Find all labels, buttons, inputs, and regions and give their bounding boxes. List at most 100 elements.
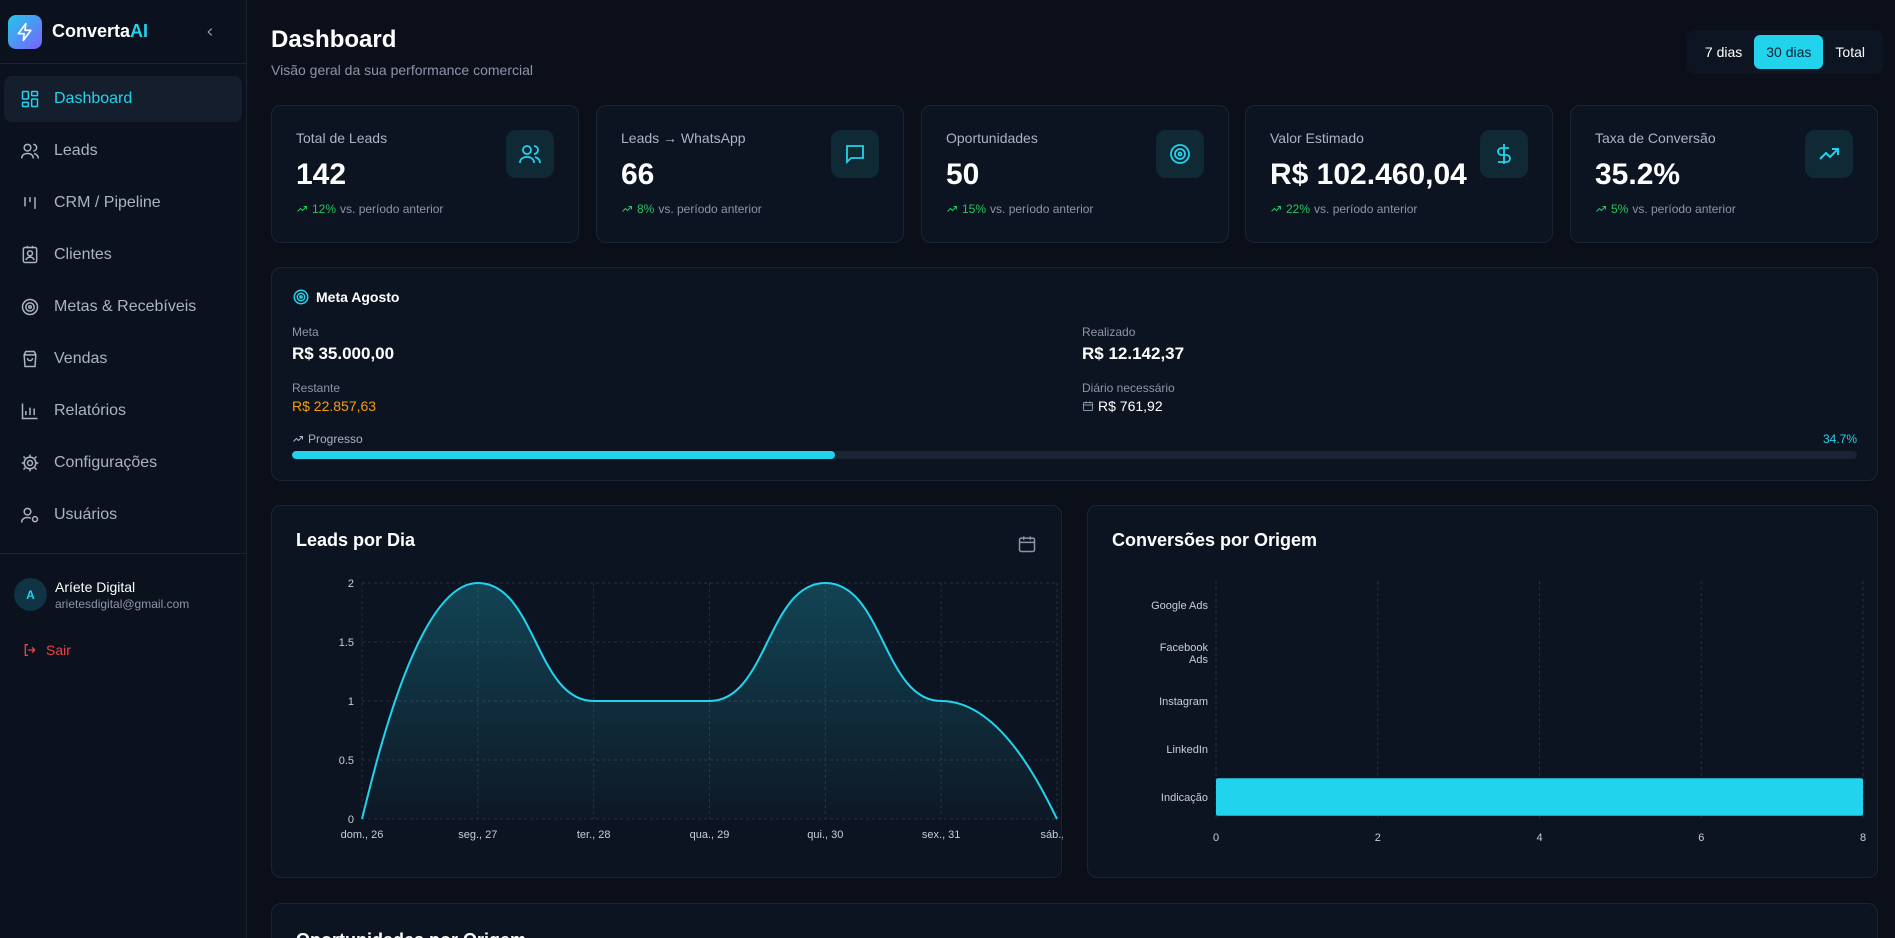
- kpi-value: 66: [621, 158, 655, 191]
- progress-bar: [292, 451, 1857, 459]
- meta-label: Meta: [292, 325, 319, 339]
- progress-label: Progresso: [292, 432, 363, 446]
- y-tick-label: 0.5: [339, 755, 354, 767]
- sidebar-item-crm-pipeline[interactable]: CRM / Pipeline: [4, 180, 242, 226]
- trending-up-icon: [297, 206, 307, 212]
- y-tick-label: Indicação: [1161, 792, 1208, 804]
- x-tick-label: 8: [1860, 832, 1866, 844]
- trending-up-icon: [293, 436, 303, 442]
- users-icon: [20, 143, 40, 159]
- kpi-card-total-leads: Total de Leads 142 12% vs. período anteri…: [271, 105, 579, 243]
- kpi-label: Oportunidades: [946, 130, 1038, 146]
- x-tick-label: sáb., 1: [1040, 829, 1063, 841]
- goal-card: Meta Agosto Meta R$ 35.000,00 Realizado …: [271, 267, 1878, 481]
- message-icon: [831, 130, 879, 178]
- sidebar-item-vendas[interactable]: Vendas: [4, 336, 242, 382]
- sidebar-item-label: Dashboard: [54, 90, 133, 107]
- y-tick-label: 0: [348, 814, 354, 826]
- target-icon: [293, 289, 309, 305]
- page-title: Dashboard: [271, 26, 397, 53]
- range-30-dias-button[interactable]: 30 dias: [1754, 35, 1824, 69]
- sidebar: ConvertaAI Dashboard Leads CRM / Pipelin…: [0, 0, 247, 938]
- logout-label: Sair: [46, 642, 71, 658]
- sidebar-item-label: Leads: [54, 142, 98, 159]
- gear-icon: [21, 454, 39, 472]
- contact-card-icon: [22, 245, 38, 264]
- progress-percent: 34.7%: [1822, 432, 1857, 446]
- kpi-value: 35.2%: [1595, 158, 1681, 191]
- restante-label: Restante: [292, 381, 341, 395]
- sidebar-item-clientes[interactable]: Clientes: [4, 232, 242, 278]
- conversions-by-origin-card: Conversões por Origem 0 2 4 6 8 Google Ads Fac…: [1087, 505, 1878, 878]
- calendar-icon: [1083, 401, 1093, 411]
- shopping-bag-icon: [23, 350, 37, 368]
- user-email: arietesdigital@gmail.com: [55, 596, 190, 611]
- range-7-dias-button[interactable]: 7 dias: [1704, 44, 1743, 60]
- range-total-button[interactable]: Total: [1835, 44, 1865, 60]
- kpi-card-taxa-conversao: Taxa de Conversão 35.2% 5% vs. período an…: [1570, 105, 1878, 243]
- sidebar-item-dashboard[interactable]: Dashboard: [4, 76, 242, 122]
- x-tick-label: seg., 27: [458, 829, 497, 841]
- users-icon: [506, 130, 554, 178]
- dashboard-icon: [21, 90, 39, 108]
- avatar: A: [14, 578, 47, 611]
- next-section-card: Oportunidades por Origem: [271, 903, 1878, 938]
- trending-up-icon: [1271, 206, 1281, 212]
- chart-title: Conversões por Origem: [1112, 530, 1318, 550]
- y-tick-label: 1.5: [339, 637, 354, 649]
- goal-title: Meta Agosto: [292, 288, 399, 306]
- sidebar-item-configuracoes[interactable]: Configurações: [4, 440, 242, 486]
- sidebar-item-label: Metas & Recebíveis: [54, 298, 197, 315]
- kpi-label: Leads → WhatsApp: [621, 130, 746, 146]
- sidebar-item-label: Clientes: [54, 246, 112, 263]
- collapse-sidebar-button[interactable]: [200, 22, 220, 42]
- brand: ConvertaAI: [0, 0, 246, 64]
- x-tick-label: 4: [1536, 832, 1542, 844]
- kpi-trend: 8% vs. período anterior: [621, 202, 762, 216]
- sidebar-item-label: CRM / Pipeline: [54, 194, 161, 211]
- chevron-left-icon: [207, 27, 213, 36]
- target-icon: [21, 298, 39, 316]
- x-tick-label: qua., 29: [690, 829, 730, 841]
- kpi-value: 142: [296, 158, 347, 191]
- leads-series-line: [361, 581, 1058, 820]
- kpi-trend: 5% vs. período anterior: [1595, 202, 1736, 216]
- next-section-title: Oportunidades por Origem: [296, 930, 526, 938]
- leads-per-day-chart: 0 0.5 1 1.5 2 dom., 26 seg., 27 ter., 28 qua., 2…: [339, 578, 1063, 841]
- sidebar-item-metas-recebiveis[interactable]: Metas & Recebíveis: [4, 284, 242, 330]
- trending-up-icon: [1596, 206, 1606, 212]
- x-tick-label: qui., 30: [807, 829, 843, 841]
- y-tick-label: 1: [348, 696, 354, 708]
- user-profile[interactable]: A Aríete Digital arietesdigital@gmail.co…: [14, 578, 189, 611]
- restante-value: R$ 22.857,63: [292, 398, 377, 414]
- y-tick-label: LinkedIn: [1166, 744, 1208, 756]
- logout-button[interactable]: Sair: [22, 642, 71, 658]
- sidebar-item-leads[interactable]: Leads: [4, 128, 242, 174]
- calendar-icon[interactable]: [1017, 534, 1037, 554]
- user-name: Aríete Digital: [55, 578, 136, 595]
- x-tick-label: ter., 28: [577, 829, 611, 841]
- progress-bar-fill: [292, 451, 836, 459]
- kpi-trend: 22% vs. período anterior: [1270, 202, 1417, 216]
- main-content: Dashboard Visão geral da sua performance…: [247, 0, 1895, 938]
- bolt-icon: [8, 14, 42, 49]
- sidebar-item-label: Relatórios: [54, 402, 127, 419]
- sidebar-nav: Dashboard Leads CRM / Pipeline Clientes …: [0, 64, 246, 538]
- leads-per-day-card: Leads por Dia 0 0.5 1 1.5 2 dom., 26 seg., 27 t…: [271, 505, 1063, 878]
- trending-up-icon: [1805, 130, 1853, 178]
- x-tick-label: sex., 31: [922, 829, 961, 841]
- brand-name: ConvertaAI: [52, 21, 149, 41]
- sidebar-divider: [0, 553, 247, 554]
- kanban-icon: [24, 197, 36, 209]
- sidebar-item-usuarios[interactable]: Usuários: [4, 492, 242, 538]
- sidebar-item-label: Configurações: [54, 454, 158, 471]
- bar[interactable]: [1216, 778, 1863, 816]
- kpi-label: Taxa de Conversão: [1595, 130, 1716, 146]
- kpi-card-valor-estimado: Valor Estimado R$ 102.460,04 22% vs. perí…: [1245, 105, 1553, 243]
- realizado-value: R$ 12.142,37: [1082, 344, 1185, 363]
- kpi-label: Valor Estimado: [1270, 130, 1364, 146]
- sidebar-item-relatorios[interactable]: Relatórios: [4, 388, 242, 434]
- user-cog-icon: [20, 507, 39, 523]
- conversions-by-origin-chart: 0 2 4 6 8 Google Ads Facebook Ads Instagram Linke…: [1151, 581, 1866, 844]
- kpi-trend: 15% vs. período anterior: [946, 202, 1093, 216]
